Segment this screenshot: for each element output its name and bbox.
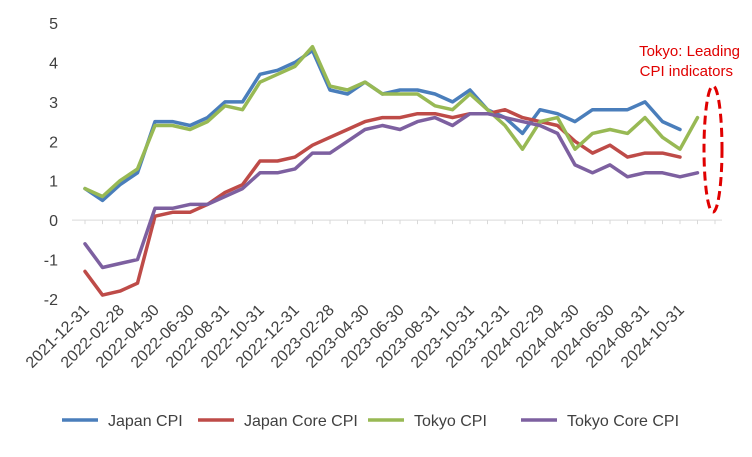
annotation: Tokyo: Leading CPI indicators — [639, 43, 740, 214]
series-line-japan-core-cpi — [83, 107, 682, 297]
legend-label: Japan Core CPI — [244, 413, 358, 430]
x-axis: 2021-12-312022-02-282022-04-302022-06-30… — [23, 219, 722, 372]
y-axis: -2 -1 0 1 2 3 4 5 — [44, 16, 58, 309]
y-tick-label: 2 — [49, 134, 58, 151]
series-line-tokyo-cpi — [83, 44, 700, 199]
annotation-line-2: CPI indicators — [640, 63, 733, 80]
series-line-tokyo-core-cpi — [83, 111, 700, 270]
y-tick-label: -1 — [44, 253, 58, 270]
y-tick-label: 4 — [49, 55, 58, 72]
y-tick-label: 5 — [49, 16, 58, 33]
legend-label: Tokyo Core CPI — [567, 413, 679, 430]
legend: Japan CPI Japan Core CPI Tokyo CPI Tokyo Co… — [62, 413, 679, 430]
y-tick-label: 3 — [49, 95, 58, 112]
series-layer — [83, 44, 700, 297]
y-tick-label: 1 — [49, 174, 58, 191]
annotation-line-1: Tokyo: Leading — [639, 43, 740, 60]
y-tick-label: -2 — [44, 292, 58, 309]
legend-label: Tokyo CPI — [414, 413, 487, 430]
legend-label: Japan CPI — [108, 413, 183, 430]
annotation-ellipse — [702, 84, 724, 214]
y-tick-label: 0 — [49, 213, 58, 230]
